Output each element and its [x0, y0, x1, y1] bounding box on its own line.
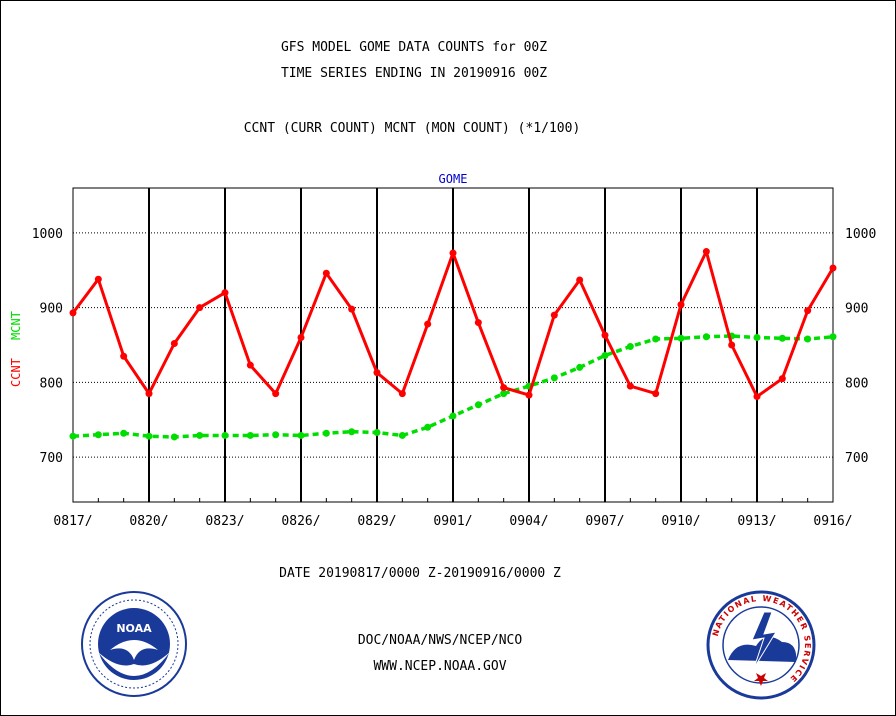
data-point-ccnt [550, 311, 558, 319]
grid-layer [72, 187, 834, 503]
y-tick-label-right: 900 [845, 302, 868, 317]
data-point-mcnt [145, 432, 153, 440]
y-tick-label-right: 700 [845, 451, 868, 466]
data-point-mcnt [576, 363, 584, 371]
data-point-mcnt [69, 432, 77, 440]
x-tick-label: 0829/ [357, 514, 396, 529]
data-point-mcnt [424, 423, 432, 431]
data-point-ccnt [145, 390, 153, 398]
y-tick-label-left: 1000 [32, 227, 63, 242]
data-point-ccnt [753, 393, 761, 401]
data-point-mcnt [373, 428, 381, 436]
nws-logo-icon: NATIONAL WEATHER SERVICE [706, 590, 816, 700]
panel-title: GOME [439, 172, 468, 186]
data-point-ccnt [272, 390, 280, 398]
url-line: WWW.NCEP.NOAA.GOV [373, 659, 507, 674]
data-point-mcnt [702, 333, 710, 341]
data-point-ccnt [196, 304, 204, 312]
noaa-logo-text: NOAA [116, 622, 152, 635]
data-point-mcnt [829, 333, 837, 341]
data-point-mcnt [550, 374, 558, 382]
data-point-mcnt [398, 431, 406, 439]
data-point-ccnt [601, 331, 609, 339]
data-point-mcnt [246, 431, 254, 439]
data-point-ccnt [170, 340, 178, 348]
data-point-ccnt [398, 390, 406, 398]
data-point-mcnt [474, 401, 482, 409]
data-point-ccnt [804, 307, 812, 315]
x-tick-label: 0826/ [281, 514, 320, 529]
data-point-ccnt [702, 248, 710, 256]
data-point-ccnt [94, 275, 102, 283]
data-point-ccnt [297, 334, 305, 342]
subtitle: CCNT (CURR COUNT) MCNT (MON COUNT) (*1/1… [243, 121, 581, 136]
data-point-mcnt [626, 342, 634, 350]
data-point-ccnt [373, 369, 381, 377]
title-line-2: TIME SERIES ENDING IN 20190916 00Z [280, 66, 548, 81]
org-line: DOC/NOAA/NWS/NCEP/NCO [357, 633, 523, 648]
x-tick-label: 0820/ [129, 514, 168, 529]
data-point-ccnt [626, 382, 634, 390]
data-point-ccnt [120, 352, 128, 360]
y-tick-label-right: 800 [845, 376, 868, 391]
x-tick-label: 0916/ [813, 514, 852, 529]
data-point-mcnt [94, 431, 102, 439]
data-point-ccnt [500, 384, 508, 392]
x-tick-label: 0913/ [737, 514, 776, 529]
ylabel-mcnt: MCNT [9, 311, 23, 340]
data-point-ccnt [474, 319, 482, 327]
data-point-mcnt [272, 431, 280, 439]
date-range-label: DATE 20190817/0000 Z-20190916/0000 Z [279, 566, 561, 581]
data-point-ccnt [652, 390, 660, 398]
x-tick-label: 0904/ [509, 514, 548, 529]
x-tick-label: 0901/ [433, 514, 472, 529]
data-point-ccnt [525, 391, 533, 399]
data-point-ccnt [449, 249, 457, 257]
data-point-mcnt [297, 431, 305, 439]
data-point-mcnt [348, 428, 356, 436]
data-point-mcnt [804, 335, 812, 343]
data-point-mcnt [778, 334, 786, 342]
data-point-mcnt [221, 431, 229, 439]
data-point-ccnt [424, 320, 432, 328]
x-tick-label: 0817/ [53, 514, 92, 529]
data-point-ccnt [221, 289, 229, 297]
y-tick-label-left: 900 [40, 302, 63, 317]
data-point-mcnt [449, 412, 457, 420]
data-point-mcnt [120, 429, 128, 437]
y-tick-label-left: 700 [40, 451, 63, 466]
data-point-ccnt [69, 309, 77, 317]
data-point-mcnt [652, 335, 660, 343]
data-point-ccnt [829, 264, 837, 272]
data-point-mcnt [322, 429, 330, 437]
noaa-logo-icon: NOAA [81, 591, 187, 697]
data-point-ccnt [322, 269, 330, 277]
data-point-ccnt [348, 305, 356, 313]
data-point-ccnt [246, 361, 254, 369]
data-point-mcnt [196, 431, 204, 439]
ylabel-ccnt: CCNT [9, 358, 23, 387]
data-point-ccnt [677, 301, 685, 309]
x-tick-label: 0823/ [205, 514, 244, 529]
data-point-ccnt [728, 341, 736, 349]
x-tick-label: 0910/ [661, 514, 700, 529]
data-point-mcnt [677, 334, 685, 342]
data-point-mcnt [601, 351, 609, 359]
title-line-1: GFS MODEL GOME DATA COUNTS for 00Z [280, 40, 548, 55]
y-tick-label-right: 1000 [845, 227, 876, 242]
y-tick-label-left: 800 [40, 376, 63, 391]
data-point-mcnt [500, 390, 508, 398]
series-layer [69, 248, 837, 441]
label-layer: 700 700 800 800 900 900 1000 1000 0817/0820/0823… [9, 172, 876, 529]
data-point-mcnt [170, 433, 178, 441]
data-point-ccnt [778, 375, 786, 383]
data-point-mcnt [753, 334, 761, 342]
x-tick-label: 0907/ [585, 514, 624, 529]
data-point-ccnt [576, 276, 584, 284]
